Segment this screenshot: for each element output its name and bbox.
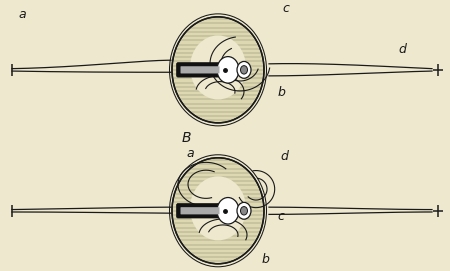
Text: B: B xyxy=(182,131,192,145)
FancyBboxPatch shape xyxy=(176,204,224,218)
FancyBboxPatch shape xyxy=(180,66,220,73)
Circle shape xyxy=(240,207,248,215)
Circle shape xyxy=(217,198,239,224)
Text: c: c xyxy=(277,210,284,223)
Ellipse shape xyxy=(172,17,264,123)
Text: d: d xyxy=(398,43,406,56)
Text: a: a xyxy=(18,8,26,21)
Circle shape xyxy=(240,66,248,74)
Text: b: b xyxy=(262,253,270,266)
Text: a: a xyxy=(186,147,194,160)
Circle shape xyxy=(237,62,251,78)
Text: d: d xyxy=(280,150,288,163)
Ellipse shape xyxy=(172,158,264,264)
Circle shape xyxy=(237,202,251,219)
FancyBboxPatch shape xyxy=(176,63,224,77)
Circle shape xyxy=(217,57,239,83)
Text: c: c xyxy=(282,2,289,15)
Ellipse shape xyxy=(190,36,246,99)
Ellipse shape xyxy=(190,176,246,240)
FancyBboxPatch shape xyxy=(180,207,220,214)
Text: b: b xyxy=(278,86,286,99)
